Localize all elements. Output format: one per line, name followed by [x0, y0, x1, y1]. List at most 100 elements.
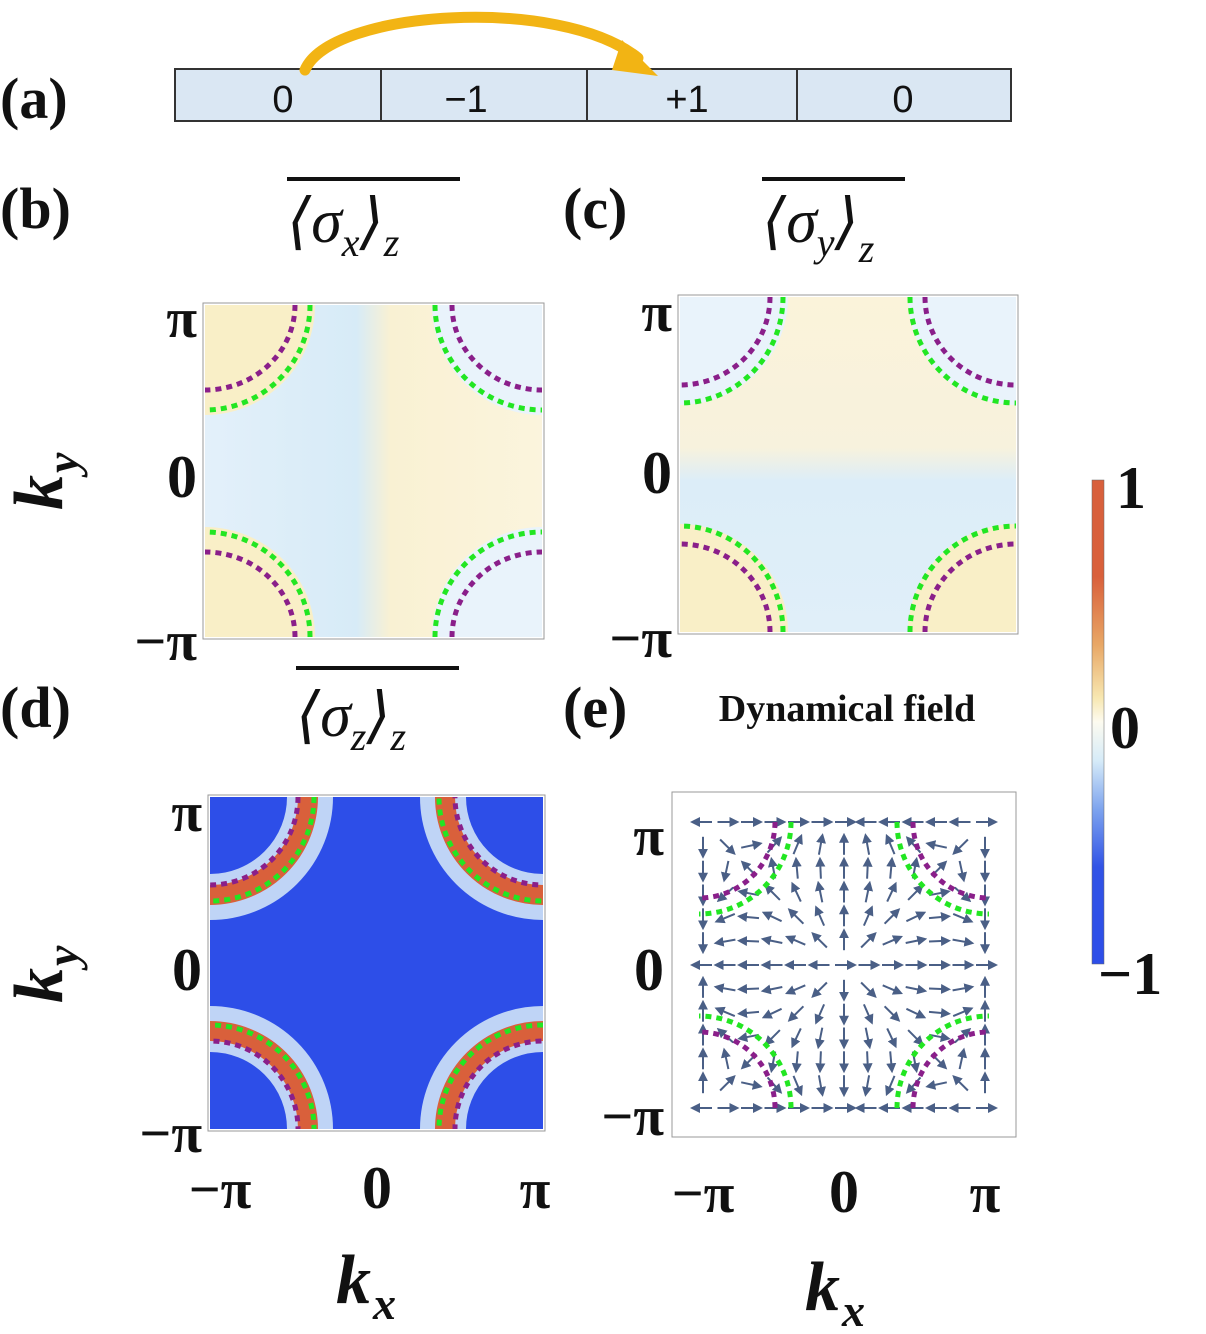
- field-arrow: [928, 912, 951, 923]
- field-arrow: [815, 1027, 825, 1050]
- field-arrow: [785, 935, 806, 946]
- panel-d-title-sub: z: [350, 714, 367, 759]
- panel-d-ytick-pi: π: [171, 782, 202, 844]
- field-arrow: [764, 1029, 781, 1046]
- panel-b-ytick-pi: π: [166, 288, 197, 350]
- field-arrow: [815, 1051, 826, 1074]
- field-arrow: [952, 912, 974, 924]
- field-arrow: [737, 983, 760, 994]
- field-arrow: [952, 983, 975, 994]
- field-arrow: [737, 1032, 759, 1042]
- panel-d-xtick-minus-pi: −π: [189, 1159, 252, 1221]
- panel-e-xtick-pi: π: [970, 1163, 1001, 1225]
- panel-a-label: (a): [0, 66, 68, 131]
- field-arrow: [885, 833, 896, 855]
- panel-b-density-plot: [202, 302, 545, 640]
- panel-d-ylabel: ky: [1, 945, 88, 1003]
- panel-d-density-plot: [207, 794, 546, 1132]
- field-arrow: [760, 984, 783, 995]
- field-arrow: [785, 984, 806, 995]
- panel-e-ytick-pi: π: [633, 806, 664, 868]
- lattice-strip-box: [174, 68, 1012, 122]
- field-arrow: [863, 880, 873, 903]
- field-arrow: [787, 908, 805, 925]
- panel-d-title-close: ⟩: [365, 682, 390, 750]
- svg-text:⟨σx⟩z: ⟨σx⟩z: [287, 188, 400, 265]
- colorbar: 1 0 −1: [1091, 455, 1162, 1007]
- field-arrow: [905, 1007, 927, 1019]
- field-arrow: [907, 1029, 924, 1046]
- panel-c-ytick-0: 0: [642, 440, 672, 506]
- panel-c-title: ⟨σy⟩z: [762, 177, 905, 271]
- field-arrow: [740, 1079, 763, 1090]
- field-arrow: [886, 881, 897, 903]
- panel-d-label: (d): [0, 675, 71, 740]
- field-arrow: [811, 931, 828, 949]
- field-arrow: [886, 1051, 897, 1074]
- field-arrow: [957, 860, 968, 883]
- field-arrow: [764, 884, 781, 901]
- field-arrow: [862, 1004, 874, 1025]
- field-arrow: [792, 833, 803, 855]
- panel-d-ytick-minus-pi: −π: [139, 1103, 202, 1165]
- field-arrow: [761, 911, 783, 923]
- field-arrow: [952, 1074, 969, 1092]
- panel-d-ytick-0: 0: [172, 937, 202, 1003]
- field-arrow: [720, 1047, 731, 1070]
- field-arrow: [928, 983, 951, 994]
- field-arrow: [957, 1047, 968, 1070]
- lattice-cell-2: −1: [444, 79, 487, 121]
- field-arrow: [811, 981, 828, 999]
- field-arrow: [860, 931, 877, 949]
- field-arrow: [791, 856, 802, 879]
- panel-b-title-sub: x: [341, 220, 360, 265]
- hopping-arrow-icon: [299, 11, 658, 76]
- colorbar-min: −1: [1098, 941, 1162, 1007]
- field-arrow: [714, 912, 736, 924]
- panel-e-vector-field: [671, 791, 1017, 1138]
- field-arrow: [882, 935, 903, 946]
- field-arrow: [885, 1075, 896, 1097]
- field-arrow: [713, 936, 736, 947]
- panel-d-title-outer: z: [390, 714, 407, 759]
- field-arrow: [787, 1005, 805, 1022]
- panel-e-xtick-minus-pi: −π: [672, 1163, 735, 1225]
- field-arrow: [883, 908, 901, 925]
- field-arrow: [862, 1051, 873, 1074]
- lattice-cell-4: 0: [892, 79, 913, 121]
- field-arrow: [863, 1027, 873, 1050]
- panel-c-title-sub: y: [813, 220, 835, 265]
- field-arrow: [791, 881, 802, 903]
- field-arrow: [760, 935, 783, 946]
- field-arrow: [720, 860, 731, 883]
- panel-c-density-plot: [677, 294, 1019, 635]
- svg-text:⟨σy⟩z: ⟨σy⟩z: [762, 188, 875, 271]
- field-arrow: [883, 1005, 901, 1022]
- panel-e-xtick-0: 0: [829, 1159, 859, 1225]
- panel-e-ytick-0: 0: [634, 937, 664, 1003]
- panel-b-ytick-minus-pi: −π: [134, 611, 197, 673]
- field-arrow: [719, 838, 736, 856]
- lattice-strip: 0 −1 +1 0: [174, 68, 1012, 122]
- field-arrow: [792, 1075, 803, 1097]
- svg-text:⟨σz⟩z: ⟨σz⟩z: [296, 682, 407, 759]
- field-arrow: [860, 981, 877, 999]
- field-arrow: [886, 856, 897, 879]
- field-arrow: [737, 936, 760, 947]
- field-arrow: [737, 888, 759, 898]
- field-arrow: [737, 912, 760, 923]
- panel-c-title-op: ⟨σ: [762, 188, 819, 256]
- field-arrow: [862, 856, 873, 879]
- field-arrow: [952, 936, 975, 947]
- field-arrow: [928, 1007, 951, 1018]
- field-arrow: [713, 983, 736, 994]
- field-arrow: [905, 935, 928, 946]
- panel-e-xlabel: kx: [805, 1249, 865, 1334]
- panel-d-xtick-pi: π: [520, 1159, 551, 1221]
- field-arrow: [791, 1051, 802, 1074]
- field-arrow: [862, 833, 872, 855]
- field-arrow: [791, 1027, 802, 1049]
- field-arrow: [815, 880, 825, 903]
- panel-e-label: (e): [563, 675, 627, 740]
